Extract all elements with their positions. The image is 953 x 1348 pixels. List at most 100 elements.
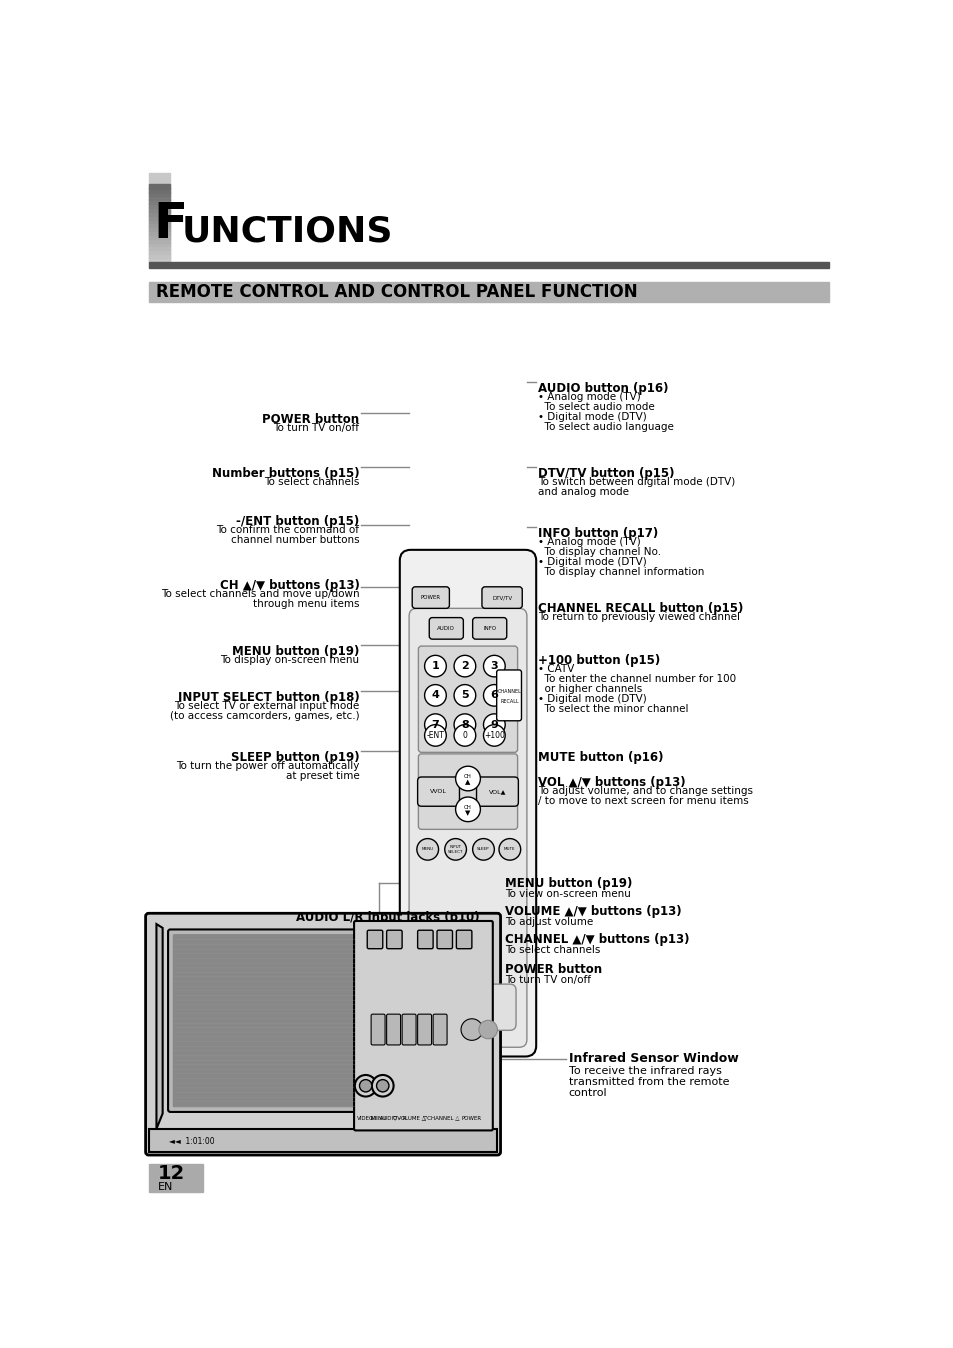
- Text: To select channels: To select channels: [264, 477, 359, 487]
- Circle shape: [424, 714, 446, 736]
- Text: -ENT: -ENT: [426, 731, 444, 740]
- Circle shape: [444, 838, 466, 860]
- FancyBboxPatch shape: [172, 934, 355, 1107]
- Circle shape: [376, 1080, 389, 1092]
- Bar: [149, 174, 171, 262]
- Bar: [149, 191, 171, 197]
- Text: VOL▲: VOL▲: [488, 789, 506, 794]
- Bar: [149, 257, 171, 262]
- FancyBboxPatch shape: [417, 1014, 431, 1045]
- Bar: [149, 241, 171, 247]
- Bar: [149, 218, 171, 224]
- Text: To adjust volume: To adjust volume: [505, 917, 593, 927]
- Text: POWER button: POWER button: [262, 412, 359, 426]
- Bar: [149, 212, 171, 216]
- Text: INFO: INFO: [482, 625, 496, 631]
- Text: To turn TV on/off: To turn TV on/off: [505, 975, 591, 985]
- Circle shape: [483, 725, 505, 747]
- Text: • Analog mode (TV): • Analog mode (TV): [537, 392, 639, 402]
- Text: To select TV or external input mode: To select TV or external input mode: [174, 701, 359, 712]
- Text: or higher channels: or higher channels: [537, 683, 641, 694]
- Polygon shape: [156, 925, 162, 1128]
- Text: 12: 12: [158, 1165, 185, 1184]
- Text: DTV/TV button (p15): DTV/TV button (p15): [537, 466, 674, 480]
- Text: VVOL: VVOL: [430, 789, 447, 794]
- Circle shape: [424, 725, 446, 747]
- FancyBboxPatch shape: [433, 1014, 447, 1045]
- Text: 1: 1: [431, 661, 439, 671]
- Bar: [149, 226, 171, 231]
- FancyBboxPatch shape: [367, 930, 382, 949]
- Text: To view on-screen menu: To view on-screen menu: [505, 888, 631, 899]
- Text: To enter the channel number for 100: To enter the channel number for 100: [537, 674, 735, 683]
- FancyBboxPatch shape: [386, 930, 402, 949]
- Text: • Digital mode (DTV): • Digital mode (DTV): [537, 557, 646, 568]
- Text: UNCTIONS: UNCTIONS: [181, 214, 393, 249]
- Circle shape: [424, 685, 446, 706]
- Text: • Analog mode (TV): • Analog mode (TV): [537, 537, 639, 547]
- Bar: [149, 222, 171, 228]
- Text: CH: CH: [463, 774, 472, 779]
- Circle shape: [456, 766, 480, 791]
- Text: L - AUDIO - R: L - AUDIO - R: [371, 1116, 406, 1120]
- Circle shape: [454, 685, 476, 706]
- Text: ▲: ▲: [465, 779, 470, 786]
- Text: To turn TV on/off: To turn TV on/off: [274, 423, 359, 433]
- Text: To display channel information: To display channel information: [537, 568, 703, 577]
- Text: VOLUME ▲/▼ buttons (p13): VOLUME ▲/▼ buttons (p13): [505, 905, 681, 918]
- Circle shape: [454, 655, 476, 677]
- FancyBboxPatch shape: [419, 984, 516, 1030]
- FancyBboxPatch shape: [402, 1014, 416, 1045]
- Text: INPUT SELECT button (p18): INPUT SELECT button (p18): [177, 692, 359, 704]
- Text: VOL ▲/▼ buttons (p13): VOL ▲/▼ buttons (p13): [537, 776, 684, 789]
- FancyBboxPatch shape: [418, 754, 517, 829]
- Text: INFO button (p17): INFO button (p17): [537, 527, 658, 541]
- FancyBboxPatch shape: [386, 1014, 400, 1045]
- Bar: [149, 214, 171, 220]
- FancyBboxPatch shape: [472, 617, 506, 639]
- Text: To select audio language: To select audio language: [537, 422, 673, 431]
- Circle shape: [372, 1074, 394, 1096]
- Text: 9: 9: [490, 720, 497, 729]
- Text: 4: 4: [431, 690, 439, 701]
- Text: CHANNEL RECALL button (p15): CHANNEL RECALL button (p15): [537, 601, 742, 615]
- Text: SLEEP: SLEEP: [476, 848, 489, 852]
- FancyBboxPatch shape: [456, 930, 472, 949]
- Circle shape: [483, 655, 505, 677]
- Bar: [149, 187, 171, 193]
- Text: AUDIO button (p16): AUDIO button (p16): [537, 381, 667, 395]
- Bar: [149, 185, 171, 189]
- Bar: [149, 245, 171, 251]
- Text: F: F: [153, 200, 188, 248]
- FancyBboxPatch shape: [371, 1014, 385, 1045]
- Bar: [149, 208, 171, 212]
- Text: AUDIO: AUDIO: [436, 625, 455, 631]
- Bar: [149, 195, 171, 201]
- Text: • Digital mode (DTV): • Digital mode (DTV): [537, 412, 646, 422]
- Bar: [149, 1128, 497, 1153]
- FancyBboxPatch shape: [481, 586, 521, 608]
- FancyBboxPatch shape: [399, 550, 536, 1057]
- Text: MUTE: MUTE: [503, 848, 516, 852]
- Text: SLEEP button (p19): SLEEP button (p19): [231, 751, 359, 764]
- Text: Number buttons (p15): Number buttons (p15): [212, 466, 359, 480]
- Bar: [149, 204, 171, 208]
- Circle shape: [460, 1019, 482, 1041]
- Text: INPUT
SELECT: INPUT SELECT: [447, 845, 463, 853]
- Text: VIDEO: VIDEO: [356, 1116, 374, 1120]
- Text: MENU button (p19): MENU button (p19): [505, 876, 632, 890]
- Text: ▼: ▼: [465, 810, 470, 816]
- Text: CHANNEL: CHANNEL: [497, 689, 521, 694]
- Text: To confirm the command of: To confirm the command of: [216, 524, 359, 535]
- Text: (to access camcorders, games, etc.): (to access camcorders, games, etc.): [170, 712, 359, 721]
- Text: CH ▲/▼ buttons (p13): CH ▲/▼ buttons (p13): [219, 580, 359, 592]
- Circle shape: [416, 838, 438, 860]
- Text: -/ENT button (p15): -/ENT button (p15): [236, 515, 359, 527]
- Text: • Digital mode (DTV): • Digital mode (DTV): [537, 694, 646, 704]
- FancyBboxPatch shape: [412, 586, 449, 608]
- Bar: [149, 231, 171, 235]
- Text: DTV/TV: DTV/TV: [492, 594, 512, 600]
- FancyBboxPatch shape: [417, 930, 433, 949]
- Text: To return to previously viewed channel: To return to previously viewed channel: [537, 612, 739, 621]
- Text: ▽CHANNEL △: ▽CHANNEL △: [422, 1116, 458, 1120]
